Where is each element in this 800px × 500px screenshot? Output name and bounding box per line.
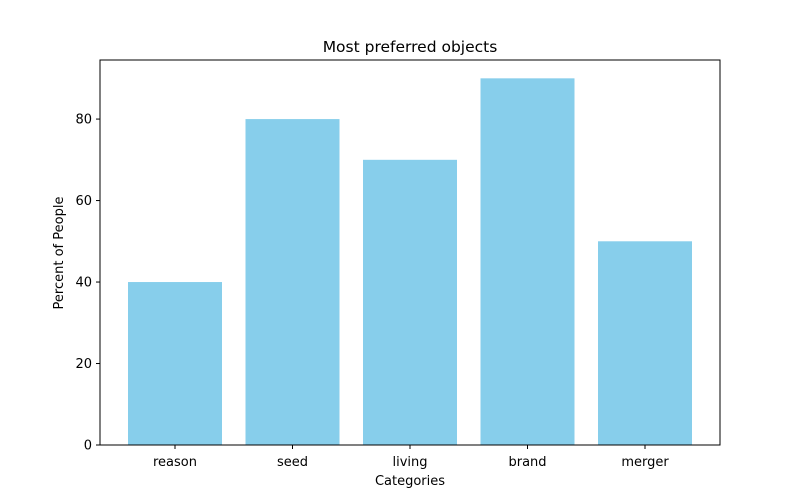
bar-brand	[480, 78, 575, 445]
y-tick-label-80: 80	[75, 113, 92, 128]
x-tick-label-merger: merger	[621, 455, 669, 470]
bars-layer	[128, 78, 692, 446]
y-tick-label-20: 20	[75, 357, 92, 372]
bar-living	[363, 159, 457, 445]
x-tick-label-reason: reason	[153, 455, 197, 470]
axes-layer: reason seed living brand merger 0 20 40 60 80	[75, 59, 721, 470]
x-tick-label-living: living	[392, 455, 427, 470]
y-tick-label-40: 40	[75, 276, 92, 291]
bar-merger	[598, 241, 692, 445]
bar-seed	[245, 119, 340, 446]
x-tick-label-brand: brand	[508, 455, 546, 470]
y-tick-label-60: 60	[75, 194, 92, 209]
chart-title: Most preferred objects	[323, 38, 498, 56]
x-tick-label-seed: seed	[277, 455, 308, 470]
x-axis-label: Categories	[375, 474, 445, 489]
y-axis-label: Percent of People	[52, 197, 67, 310]
y-tick-label-0: 0	[84, 439, 92, 454]
bar-reason	[128, 282, 222, 445]
